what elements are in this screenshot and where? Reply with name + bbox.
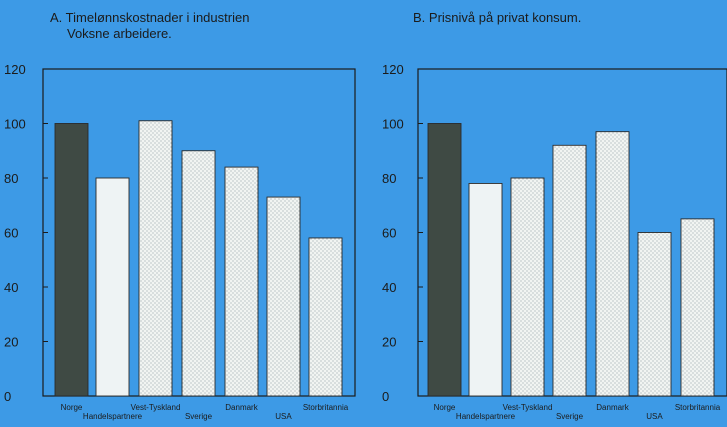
chart-b-bar-storbritannia: [680, 218, 715, 397]
chart-b-xtick-label-0: Norge: [434, 403, 456, 412]
chart-a-ytick-label-4: 80: [4, 171, 18, 186]
chart-b-xtick-label-6: Storbritannia: [675, 403, 721, 412]
chart-a-bar-storbritannia: [308, 237, 343, 397]
chart-a-xtick-label-5: USA: [275, 412, 292, 421]
chart-a-xtick-label-1: Handelspartnere: [83, 412, 143, 421]
chart-b-xtick-label-2: Vest-Tyskland: [503, 403, 553, 412]
chart-a-ytick-label-6: 120: [4, 62, 26, 77]
chart-a-xtick-label-4: Danmark: [225, 403, 258, 412]
chart-a-subtitle: Voksne arbeidere.: [67, 26, 172, 41]
chart-a-xtick-label-0: Norge: [61, 403, 83, 412]
chart-a-xtick-label-6: Storbritannia: [303, 403, 349, 412]
chart-a-title: A. Timelønnskostnader i industrien: [50, 10, 250, 25]
chart-b-bar-handelspartnere: [468, 182, 503, 397]
chart-b-ytick-label-0: 0: [382, 389, 389, 404]
chart-a-bar-norge: [54, 123, 89, 397]
chart-b-title-block: B. Prisnivå på privat konsum.: [413, 10, 581, 26]
chart-a-bar-handelspartnere: [95, 177, 130, 397]
chart-b-bar-danmark: [595, 131, 630, 397]
chart-a-bar-usa: [266, 196, 301, 397]
chart-a-ytick-label-5: 100: [4, 117, 26, 132]
chart-b-bar-vest-tyskland: [510, 177, 545, 397]
chart-a-ytick-label-0: 0: [4, 389, 11, 404]
chart-b-xtick-label-3: Sverige: [556, 412, 584, 421]
chart-a-bar-vest-tyskland: [138, 120, 173, 397]
chart-a-title-block: A. Timelønnskostnader i industrien Voksn…: [50, 10, 249, 42]
chart-b-xtick-label-1: Handelspartnere: [456, 412, 516, 421]
chart-a-xtick-label-2: Vest-Tyskland: [131, 403, 181, 412]
chart-b-xtick-label-4: Danmark: [596, 403, 629, 412]
chart-a-ytick-label-2: 40: [4, 280, 18, 295]
chart-b-ytick-label-3: 60: [382, 226, 396, 241]
chart-b-xtick-label-5: USA: [646, 412, 663, 421]
chart-b-ytick-label-6: 120: [382, 62, 404, 77]
chart-b-bar-sverige: [552, 144, 587, 397]
chart-b-ytick-label-1: 20: [382, 335, 396, 350]
chart-a-ytick-label-3: 60: [4, 226, 18, 241]
chart-a-ytick-label-1: 20: [4, 335, 18, 350]
chart-b-ytick-label-2: 40: [382, 280, 396, 295]
chart-a-bar-sverige: [181, 150, 216, 397]
chart-b-bar-norge: [427, 123, 462, 397]
chart-a-xtick-label-3: Sverige: [185, 412, 213, 421]
chart-b-title: B. Prisnivå på privat konsum.: [413, 10, 582, 25]
chart-b-ytick-label-5: 100: [382, 117, 404, 132]
chart-b-ytick-label-4: 80: [382, 171, 396, 186]
chart-a-bar-danmark: [224, 166, 259, 397]
chart-b-bar-usa: [637, 232, 672, 397]
